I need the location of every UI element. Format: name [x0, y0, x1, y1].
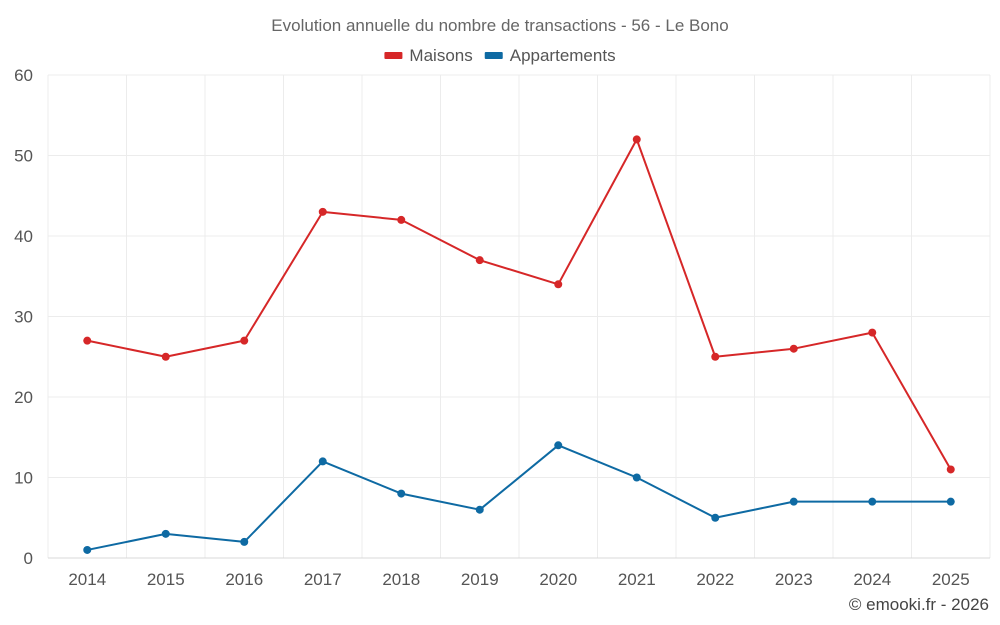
data-point-maisons[interactable] [868, 328, 877, 337]
data-point-appartements[interactable] [632, 473, 641, 482]
data-point-maisons[interactable] [554, 280, 563, 289]
x-tick-label: 2014 [68, 570, 106, 589]
data-point-appartements[interactable] [711, 513, 720, 522]
x-tick-label: 2019 [461, 570, 499, 589]
x-tick-label: 2025 [932, 570, 970, 589]
legend-swatch-appartements [484, 52, 503, 59]
x-tick-label: 2022 [696, 570, 734, 589]
copyright-credit: © emooki.fr - 2026 [849, 595, 989, 614]
data-point-appartements[interactable] [554, 441, 563, 450]
data-point-maisons[interactable] [946, 465, 955, 474]
data-point-maisons[interactable] [397, 215, 406, 224]
legend: Maisons Appartements [384, 46, 616, 65]
data-point-maisons[interactable] [711, 352, 720, 361]
data-point-appartements[interactable] [475, 505, 484, 514]
series-line-appartements [87, 444, 951, 551]
x-tick-label: 2015 [147, 570, 185, 589]
x-tick-label: 2023 [775, 570, 813, 589]
data-point-appartements[interactable] [83, 545, 92, 554]
y-tick-label: 20 [14, 388, 33, 407]
series-maisons [83, 135, 955, 474]
data-point-maisons[interactable] [240, 336, 249, 345]
data-point-appartements[interactable] [240, 537, 249, 546]
data-point-maisons[interactable] [83, 336, 92, 345]
x-tick-label: 2024 [853, 570, 891, 589]
data-point-appartements[interactable] [161, 529, 170, 538]
data-point-maisons[interactable] [632, 135, 641, 144]
data-point-maisons[interactable] [161, 352, 170, 361]
x-axis: 2014 2015 2016 2017 2018 2019 2020 2021 2022 2023… [48, 557, 990, 589]
x-tick-label: 2016 [225, 570, 263, 589]
data-point-appartements[interactable] [397, 489, 406, 498]
x-tick-label: 2018 [382, 570, 420, 589]
y-tick-label: 60 [14, 66, 33, 85]
y-tick-label: 40 [14, 227, 33, 246]
y-tick-label: 0 [24, 549, 33, 568]
data-point-maisons[interactable] [475, 256, 484, 265]
series-line-maisons [87, 138, 952, 470]
data-point-appartements[interactable] [946, 497, 955, 506]
legend-swatch-maisons [384, 52, 403, 59]
data-point-appartements[interactable] [318, 457, 327, 466]
data-point-maisons[interactable] [318, 207, 327, 216]
data-point-appartements[interactable] [868, 497, 877, 506]
y-tick-label: 10 [14, 469, 33, 488]
data-point-appartements[interactable] [789, 497, 798, 506]
y-tick-label: 50 [14, 147, 33, 166]
grid [47, 74, 991, 558]
legend-label-maisons[interactable]: Maisons [409, 46, 472, 65]
x-tick-label: 2020 [539, 570, 577, 589]
x-tick-label: 2021 [618, 570, 656, 589]
y-tick-label: 30 [14, 308, 33, 327]
y-axis: 0 10 20 30 40 50 60 [14, 66, 33, 568]
x-tick-label: 2017 [304, 570, 342, 589]
series-layer [83, 135, 955, 554]
legend-label-appartements[interactable]: Appartements [510, 46, 616, 65]
series-appartements [83, 441, 955, 554]
chart-title: Evolution annuelle du nombre de transact… [271, 16, 728, 35]
data-point-maisons[interactable] [789, 344, 798, 353]
